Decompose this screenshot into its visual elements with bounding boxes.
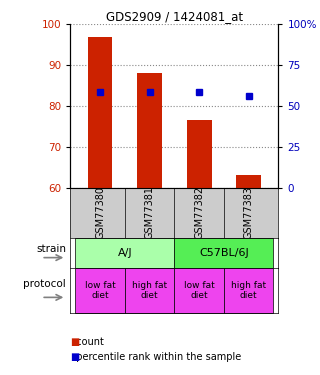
Text: percentile rank within the sample: percentile rank within the sample xyxy=(70,352,242,362)
Text: GSM77382: GSM77382 xyxy=(194,186,204,239)
Bar xyxy=(88,37,113,188)
Bar xyxy=(224,268,274,313)
Text: low fat
diet: low fat diet xyxy=(184,281,214,300)
Text: GSM77381: GSM77381 xyxy=(145,186,155,239)
Text: C57BL/6J: C57BL/6J xyxy=(199,248,249,258)
Title: GDS2909 / 1424081_at: GDS2909 / 1424081_at xyxy=(106,10,243,23)
Bar xyxy=(75,238,174,268)
Text: GSM77380: GSM77380 xyxy=(95,186,105,239)
Text: protocol: protocol xyxy=(23,279,66,289)
Bar xyxy=(137,74,162,188)
Text: GSM77383: GSM77383 xyxy=(244,186,254,239)
Text: count: count xyxy=(70,337,104,347)
Bar xyxy=(174,238,274,268)
Bar xyxy=(187,120,212,188)
Text: ■: ■ xyxy=(70,337,80,347)
Bar xyxy=(236,175,261,188)
Text: low fat
diet: low fat diet xyxy=(85,281,116,300)
Bar xyxy=(75,268,125,313)
Text: ■: ■ xyxy=(70,352,80,362)
Text: high fat
diet: high fat diet xyxy=(231,281,266,300)
Text: strain: strain xyxy=(36,244,66,254)
Text: A/J: A/J xyxy=(117,248,132,258)
Bar xyxy=(174,268,224,313)
Bar xyxy=(125,268,174,313)
Text: high fat
diet: high fat diet xyxy=(132,281,167,300)
